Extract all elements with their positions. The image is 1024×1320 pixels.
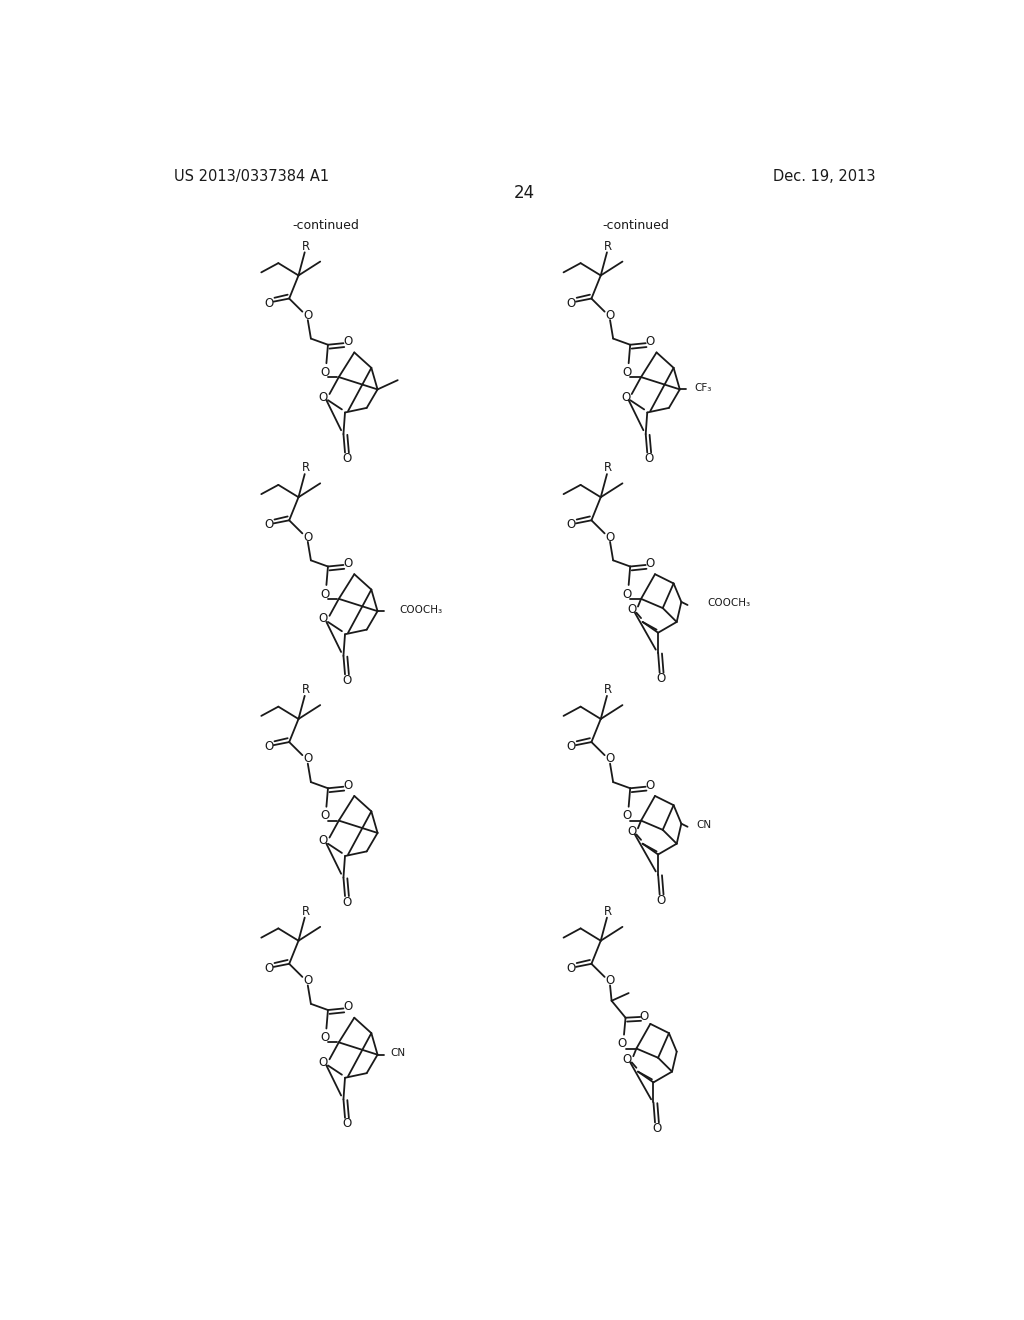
Text: O: O bbox=[343, 1001, 352, 1014]
Text: O: O bbox=[264, 519, 273, 532]
Text: O: O bbox=[303, 974, 312, 987]
Text: R: R bbox=[301, 906, 309, 917]
Text: O: O bbox=[656, 894, 666, 907]
Text: O: O bbox=[303, 531, 312, 544]
Text: Dec. 19, 2013: Dec. 19, 2013 bbox=[772, 169, 876, 183]
Text: O: O bbox=[605, 309, 614, 322]
Text: O: O bbox=[318, 391, 328, 404]
Text: 24: 24 bbox=[514, 183, 536, 202]
Text: O: O bbox=[623, 587, 632, 601]
Text: R: R bbox=[604, 240, 611, 252]
Text: O: O bbox=[303, 309, 312, 322]
Text: O: O bbox=[264, 297, 273, 310]
Text: O: O bbox=[264, 741, 273, 754]
Text: R: R bbox=[301, 240, 309, 252]
Text: O: O bbox=[621, 391, 630, 404]
Text: O: O bbox=[623, 366, 632, 379]
Text: O: O bbox=[342, 675, 351, 686]
Text: O: O bbox=[644, 453, 653, 465]
Text: O: O bbox=[321, 1031, 330, 1044]
Text: O: O bbox=[318, 1056, 328, 1069]
Text: O: O bbox=[605, 531, 614, 544]
Text: US 2013/0337384 A1: US 2013/0337384 A1 bbox=[174, 169, 330, 183]
Text: O: O bbox=[342, 453, 351, 465]
Text: O: O bbox=[343, 779, 352, 792]
Text: O: O bbox=[343, 335, 352, 348]
Text: O: O bbox=[566, 741, 575, 754]
Text: O: O bbox=[264, 962, 273, 975]
Text: COOCH₃: COOCH₃ bbox=[399, 605, 442, 615]
Text: R: R bbox=[604, 462, 611, 474]
Text: O: O bbox=[605, 752, 614, 766]
Text: CN: CN bbox=[696, 820, 712, 830]
Text: O: O bbox=[321, 587, 330, 601]
Text: R: R bbox=[301, 684, 309, 696]
Text: R: R bbox=[604, 906, 611, 917]
Text: O: O bbox=[652, 1122, 662, 1135]
Text: O: O bbox=[623, 809, 632, 822]
Text: O: O bbox=[656, 672, 666, 685]
Text: O: O bbox=[566, 962, 575, 975]
Text: O: O bbox=[566, 297, 575, 310]
Text: CF₃: CF₃ bbox=[694, 383, 712, 393]
Text: O: O bbox=[646, 779, 655, 792]
Text: O: O bbox=[318, 834, 328, 847]
Text: O: O bbox=[627, 603, 636, 616]
Text: O: O bbox=[646, 557, 655, 570]
Text: O: O bbox=[605, 974, 614, 987]
Text: R: R bbox=[604, 684, 611, 696]
Text: O: O bbox=[318, 612, 328, 626]
Text: O: O bbox=[646, 335, 655, 348]
Text: O: O bbox=[640, 1010, 649, 1023]
Text: O: O bbox=[627, 825, 636, 838]
Text: O: O bbox=[623, 1053, 632, 1065]
Text: O: O bbox=[321, 809, 330, 822]
Text: O: O bbox=[342, 896, 351, 908]
Text: O: O bbox=[321, 366, 330, 379]
Text: R: R bbox=[301, 462, 309, 474]
Text: O: O bbox=[566, 519, 575, 532]
Text: O: O bbox=[343, 557, 352, 570]
Text: COOCH₃: COOCH₃ bbox=[707, 598, 750, 609]
Text: -continued: -continued bbox=[602, 219, 669, 232]
Text: CN: CN bbox=[390, 1048, 406, 1059]
Text: O: O bbox=[617, 1038, 627, 1051]
Text: O: O bbox=[342, 1118, 351, 1130]
Text: -continued: -continued bbox=[292, 219, 359, 232]
Text: O: O bbox=[303, 752, 312, 766]
